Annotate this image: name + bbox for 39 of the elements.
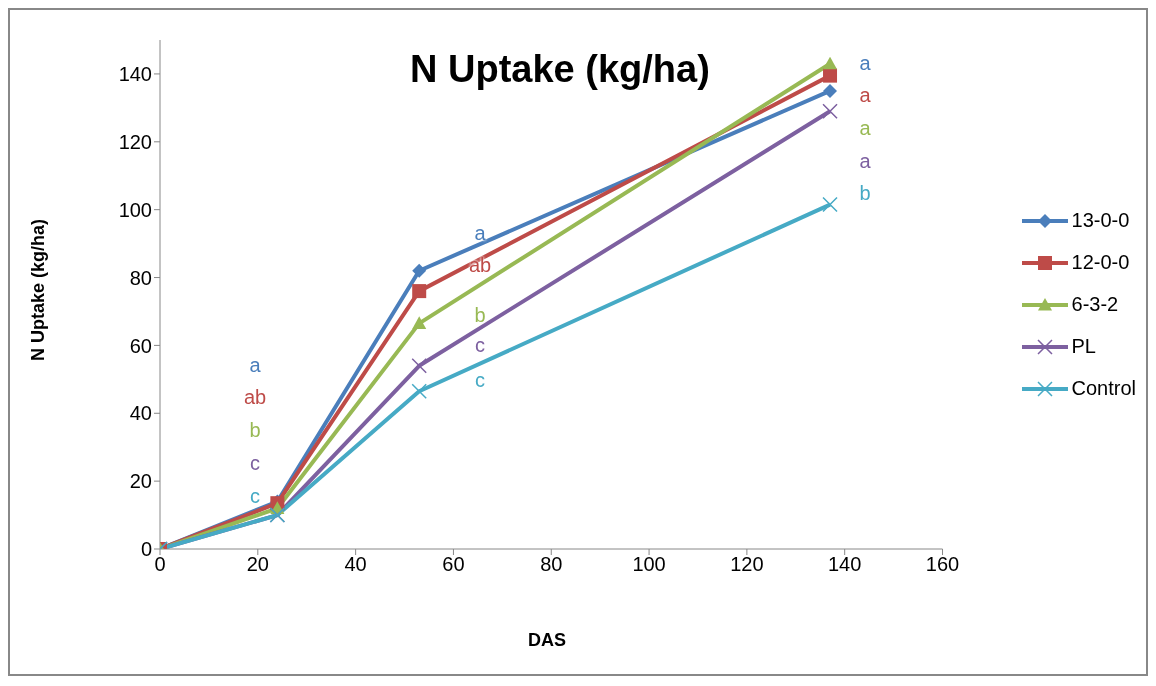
x-tick-label: 140 [828,553,862,576]
annotation: a [859,51,871,75]
legend-label: PL [1071,335,1096,358]
annotation: b [859,181,871,205]
x-tick-label: 60 [442,553,465,576]
y-tick-label: 20 [129,470,152,493]
y-tick-label: 140 [118,63,152,86]
x-tick-label: 80 [540,553,563,576]
annotation: c [475,368,485,392]
x-tick-label: 120 [730,553,764,576]
annotation: a [474,221,486,245]
x-tick-label: 0 [154,553,166,576]
legend-label: 12-0-0 [1071,251,1130,274]
annotation: c [250,451,260,475]
annotation: b [249,418,261,442]
legend-label: 13-0-0 [1071,209,1130,232]
annotation: a [859,83,871,107]
y-tick-label: 0 [140,538,152,561]
annotation: c [475,333,485,357]
y-tick-label: 80 [129,266,152,289]
y-axis-title: N Uptake (kg/ha) [27,218,49,362]
annotation: a [249,353,261,377]
annotation: a [859,116,871,140]
legend-label: Control [1071,377,1136,400]
annotation: c [250,484,260,508]
y-tick-label: 40 [129,402,152,425]
chart-title: N Uptake (kg/ha) [410,48,710,91]
annotation: ab [243,385,267,409]
y-tick-label: 120 [118,130,152,153]
x-axis-title: DAS [528,630,567,651]
x-tick-label: 20 [246,553,269,576]
annotation: b [474,303,486,327]
y-tick-label: 60 [129,334,152,357]
x-tick-label: 100 [632,553,666,576]
legend-label: 6-3-2 [1071,293,1119,316]
x-tick-label: 40 [344,553,367,576]
x-tick-label: 160 [925,553,960,576]
annotation: a [859,149,871,173]
y-tick-label: 100 [118,198,152,221]
